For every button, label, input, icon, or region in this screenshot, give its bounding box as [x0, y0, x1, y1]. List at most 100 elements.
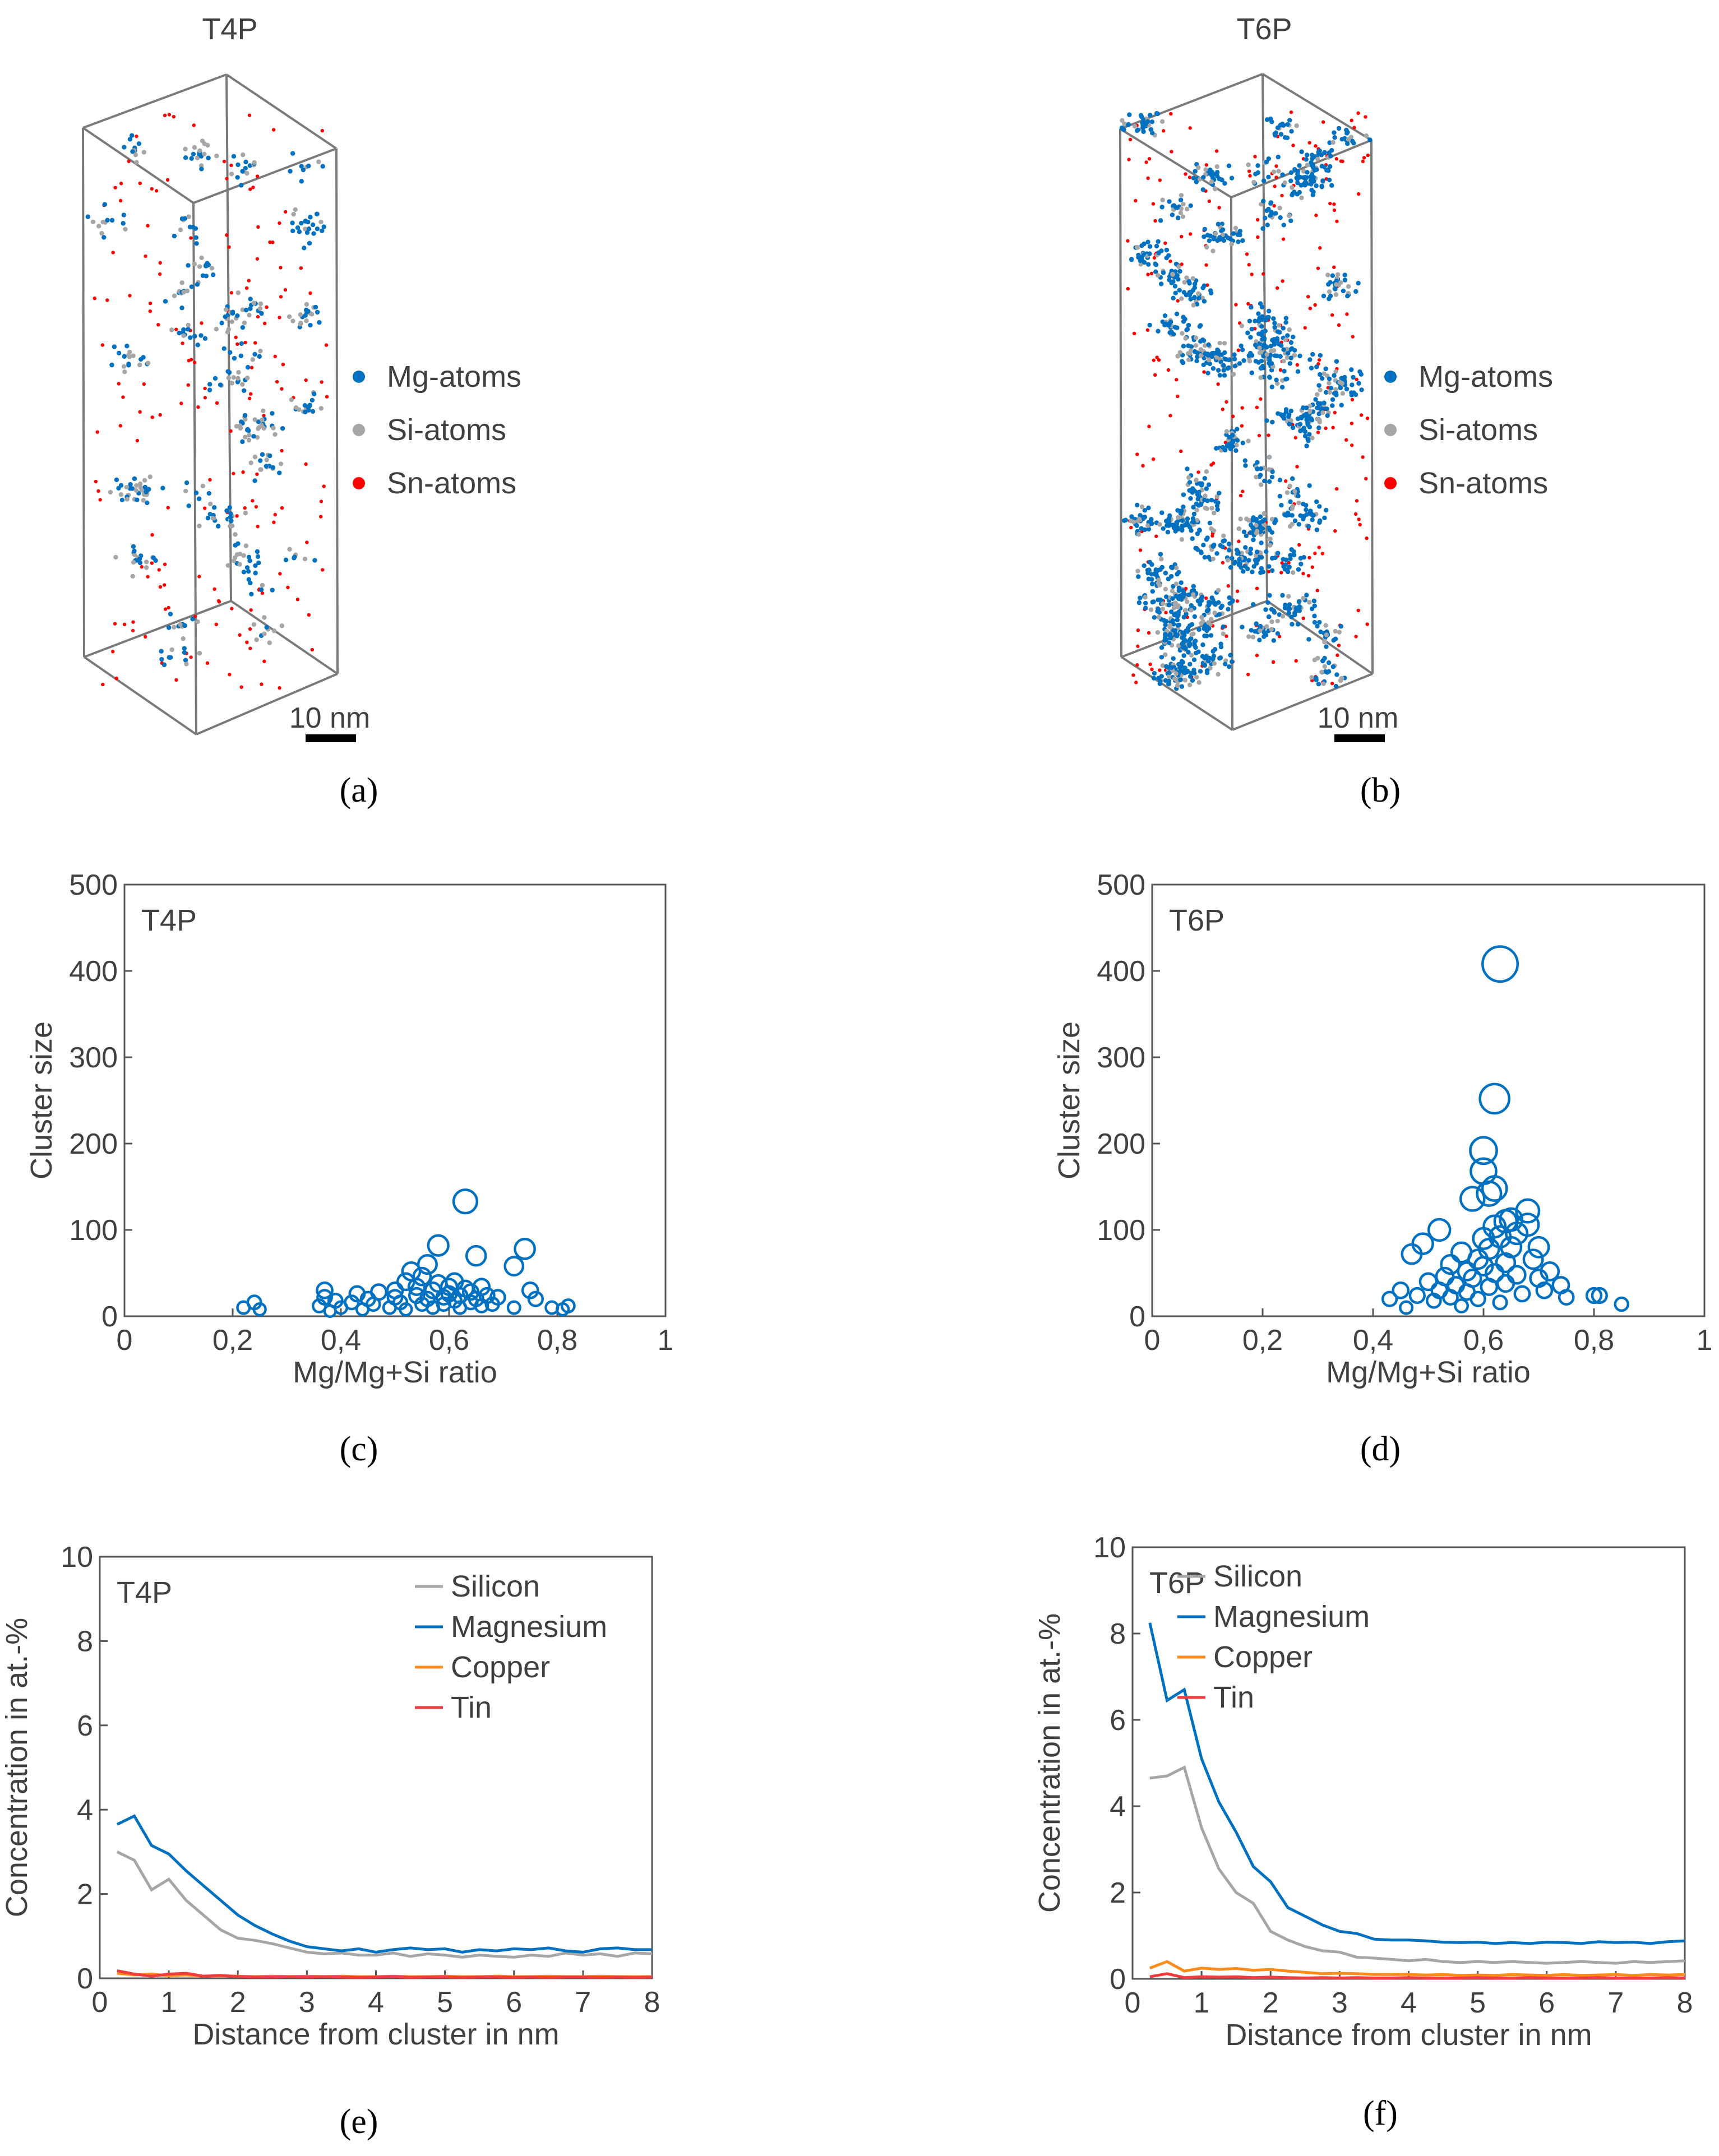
sn-atom: [1176, 394, 1180, 399]
mg-atom: [216, 524, 221, 529]
mg-atom: [1169, 665, 1174, 670]
mg-atom: [1309, 182, 1314, 187]
mg-atom: [199, 166, 204, 172]
si-atom: [1156, 273, 1161, 278]
si-atom: [122, 369, 127, 374]
si-atom: [1203, 493, 1208, 498]
si-atom: [142, 478, 147, 483]
si-atom: [1128, 518, 1134, 524]
mg-atom: [1269, 568, 1275, 573]
sn-atom: [1297, 543, 1301, 547]
mg-atom: [1182, 317, 1187, 322]
si-atom: [199, 255, 204, 260]
mg-atom: [1214, 170, 1220, 175]
si-atom: [132, 552, 137, 557]
si-atom: [179, 280, 184, 285]
mg-atom: [1140, 123, 1145, 128]
sn-atom: [281, 363, 285, 367]
sn-atom: [1267, 570, 1271, 573]
mg-atom: [1316, 425, 1321, 431]
si-atom: [1175, 683, 1180, 688]
scatter-point: [1484, 1263, 1505, 1283]
mg-atom: [238, 353, 244, 359]
mg-atom: [1289, 128, 1294, 134]
sn-atom: [1247, 263, 1251, 267]
mg-atom: [1324, 406, 1329, 411]
mg-atom: [1277, 330, 1282, 335]
mg-atom: [109, 218, 115, 223]
mg-atom: [1272, 520, 1277, 525]
mg-atom: [1126, 122, 1131, 127]
si-atom: [1213, 231, 1218, 237]
sn-atom: [1353, 512, 1358, 516]
mg-atom: [1260, 336, 1265, 342]
scatter-point: [412, 1266, 432, 1287]
legend-marker-si: [1384, 424, 1397, 436]
sn-atom: [1153, 219, 1157, 223]
sn-atom: [305, 540, 309, 544]
mg-atom: [1165, 530, 1171, 535]
mg-atom: [228, 515, 233, 520]
mg-atom: [135, 497, 140, 502]
mg-atom: [1326, 660, 1332, 665]
sn-atom: [1127, 158, 1131, 161]
mg-atom: [1186, 650, 1191, 655]
x-tick-label: 3: [299, 1986, 315, 2019]
sn-atom: [1149, 271, 1154, 276]
mg-atom: [1187, 480, 1193, 485]
mg-atom: [1199, 483, 1204, 488]
si-atom: [1204, 244, 1209, 250]
mg-atom: [1248, 530, 1253, 535]
mg-atom: [1204, 633, 1209, 639]
sn-atom: [208, 478, 212, 482]
mg-atom: [306, 219, 311, 225]
si-atom: [247, 312, 252, 318]
sn-atom: [1350, 443, 1354, 447]
si-atom: [183, 146, 188, 152]
mg-atom: [1172, 284, 1178, 289]
si-atom: [1122, 121, 1127, 127]
mg-atom: [1275, 631, 1281, 636]
mg-atom: [186, 327, 191, 332]
si-atom: [181, 333, 186, 338]
mg-atom: [1152, 670, 1157, 676]
mg-atom: [101, 235, 107, 240]
mg-atom: [198, 333, 204, 338]
sn-atom: [1231, 414, 1235, 418]
series-line-silicon: [1149, 1765, 1685, 1965]
mg-atom: [1324, 644, 1329, 649]
sn-atom: [1153, 373, 1157, 377]
si-atom: [1159, 557, 1164, 562]
mg-atom: [1291, 334, 1296, 340]
sn-atom: [138, 181, 142, 186]
atom-points-t4p: [85, 113, 329, 690]
mg-atom: [1329, 148, 1334, 153]
sn-atom: [243, 340, 247, 345]
mg-atom: [1200, 642, 1205, 647]
sn-atom: [158, 585, 163, 589]
si-atom: [1336, 272, 1341, 277]
mg-atom: [1284, 513, 1289, 518]
mg-atom: [1210, 656, 1216, 661]
mg-atom: [310, 409, 316, 414]
sn-atom: [1330, 682, 1334, 686]
sn-atom: [203, 386, 207, 391]
mg-atom: [1309, 416, 1314, 421]
si-atom: [279, 623, 285, 628]
mg-atom: [1191, 520, 1196, 525]
mg-atom: [290, 220, 295, 225]
mg-atom: [1163, 571, 1168, 576]
mg-atom: [1202, 299, 1207, 304]
mg-atom: [1285, 333, 1290, 338]
mg-atom: [1173, 290, 1178, 295]
si-atom: [1191, 303, 1196, 308]
y-tick-label: 10: [1093, 1532, 1126, 1564]
mg-atom: [1285, 122, 1290, 127]
mg-atom: [242, 388, 247, 394]
scatter-point: [1527, 1236, 1550, 1259]
sn-atom: [1144, 160, 1148, 164]
sn-atom: [245, 640, 249, 645]
sn-atom: [1240, 424, 1244, 428]
sn-atom: [1366, 153, 1370, 158]
si-atom: [1318, 387, 1323, 392]
